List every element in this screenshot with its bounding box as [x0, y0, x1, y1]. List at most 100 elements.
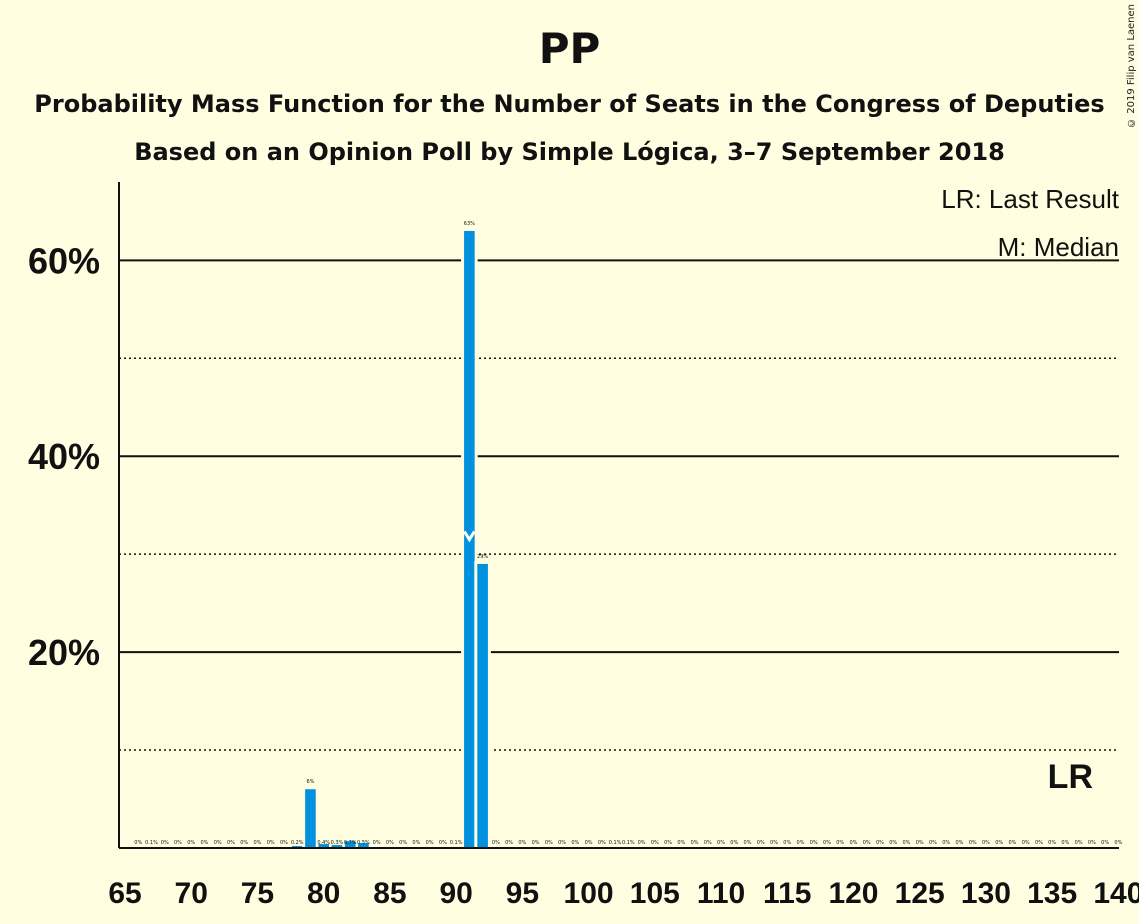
- bars: [146, 227, 634, 848]
- bar-label-98: 0%: [558, 840, 566, 846]
- bar-label-119: 0%: [836, 840, 844, 846]
- last-result-label: LR: [1048, 758, 1093, 796]
- legend-median: M: Median: [997, 232, 1119, 262]
- bar-label-135: 0%: [1048, 840, 1056, 846]
- bar-labels: 0% 0.1% 0% 0% 0% 0% 0% 0% 0% 0% 0% 0% 0.2%6%0.4% 0.3%…: [134, 221, 1122, 846]
- bar-label-140: 0%: [1114, 840, 1122, 846]
- bar-label-104: 0%: [638, 840, 646, 846]
- bar-label-100: 0%: [585, 840, 593, 846]
- chart-subtitle-2: Based on an Opinion Poll by Simple Lógic…: [134, 138, 1005, 166]
- x-tick-label-90: 90: [439, 877, 472, 910]
- bar-label-85: 0%: [386, 840, 394, 846]
- bar-label-71: 0%: [201, 840, 209, 846]
- x-tick-label-110: 110: [697, 877, 745, 910]
- bar-label-129: 0%: [969, 840, 977, 846]
- y-tick-label-20: 20%: [28, 632, 100, 673]
- bar-label-79: 6%: [306, 779, 314, 785]
- y-tick-label-60: 60%: [28, 240, 100, 281]
- bar-label-108: 0%: [691, 840, 699, 846]
- x-tick-label-95: 95: [506, 877, 539, 910]
- bar-label-113: 0%: [757, 840, 765, 846]
- x-tick-label-70: 70: [175, 877, 208, 910]
- bar-80: [318, 844, 329, 848]
- bar-label-83: 0.5%: [357, 840, 370, 846]
- bar-label-84: 0%: [373, 840, 381, 846]
- bar-label-69: 0%: [174, 840, 182, 846]
- y-tick-labels: 20% 40% 60%: [28, 240, 100, 673]
- bar-label-125: 0%: [916, 840, 924, 846]
- bar-label-96: 0%: [532, 840, 540, 846]
- bar-label-74: 0%: [240, 840, 248, 846]
- bar-label-82: 0.7%: [344, 840, 357, 846]
- x-tick-label-120: 120: [828, 877, 878, 910]
- bar-label-92: 29%: [477, 554, 488, 560]
- bar-label-116: 0%: [797, 840, 805, 846]
- bar-label-90: 0.1%: [450, 840, 463, 846]
- bar-label-73: 0%: [227, 840, 235, 846]
- bar-label-93: 0%: [492, 840, 500, 846]
- bar-label-134: 0%: [1035, 840, 1043, 846]
- bar-label-114: 0%: [770, 840, 778, 846]
- x-tick-label-85: 85: [373, 877, 406, 910]
- y-tick-label-40: 40%: [28, 436, 100, 477]
- bar-label-138: 0%: [1088, 840, 1096, 846]
- bar-81: [331, 845, 343, 848]
- bar-label-77: 0%: [280, 840, 288, 846]
- bar-label-72: 0%: [214, 840, 222, 846]
- median-marker: [463, 530, 476, 543]
- chart-subtitle-1: Probability Mass Function for the Number…: [34, 90, 1105, 118]
- bar-label-127: 0%: [942, 840, 950, 846]
- bar-label-133: 0%: [1022, 840, 1030, 846]
- bar-label-136: 0%: [1061, 840, 1069, 846]
- x-tick-label-140: 140: [1093, 877, 1139, 910]
- x-tick-label-130: 130: [961, 877, 1011, 910]
- bar-label-122: 0%: [876, 840, 884, 846]
- bar-label-91: 63%: [464, 221, 475, 227]
- x-tick-label-135: 135: [1027, 877, 1077, 910]
- bar-label-130: 0%: [982, 840, 990, 846]
- bar-label-117: 0%: [810, 840, 818, 846]
- bar-label-80: 0.4%: [317, 840, 330, 846]
- x-tick-label-125: 125: [895, 877, 945, 910]
- bar-82: [344, 841, 356, 848]
- bar-83: [358, 843, 369, 848]
- bar-label-94: 0%: [505, 840, 513, 846]
- x-tick-label-105: 105: [630, 877, 680, 910]
- bar-label-89: 0%: [439, 840, 447, 846]
- bar-label-120: 0%: [850, 840, 858, 846]
- bar-label-137: 0%: [1075, 840, 1083, 846]
- bar-label-115: 0%: [783, 840, 791, 846]
- x-tick-label-115: 115: [763, 877, 811, 910]
- bar-label-110: 0%: [717, 840, 725, 846]
- x-tick-labels: 65 70 75 80 85 90 95 100 105 110 115 120 125 130 135 14…: [108, 877, 1139, 910]
- bar-label-105: 0%: [651, 840, 659, 846]
- x-tick-label-100: 100: [564, 877, 614, 910]
- bar-label-88: 0%: [426, 840, 434, 846]
- markers: LR: [463, 530, 1093, 796]
- bar-label-118: 0%: [823, 840, 831, 846]
- bar-79: [305, 789, 316, 848]
- bar-label-126: 0%: [929, 840, 937, 846]
- bar-label-68: 0%: [161, 840, 169, 846]
- bar-label-87: 0%: [412, 840, 420, 846]
- x-tick-label-80: 80: [307, 877, 340, 910]
- x-tick-label-65: 65: [108, 877, 141, 910]
- grid-lines: [119, 259, 1119, 751]
- bar-label-128: 0%: [955, 840, 963, 846]
- bar-label-131: 0%: [995, 840, 1003, 846]
- axes: [118, 182, 1119, 849]
- bar-label-86: 0%: [399, 840, 407, 846]
- bar-label-121: 0%: [863, 840, 871, 846]
- bar-label-97: 0%: [545, 840, 553, 846]
- bar-label-99: 0%: [571, 840, 579, 846]
- bar-label-111: 0%: [730, 840, 738, 846]
- bar-label-67: 0.1%: [145, 840, 158, 846]
- bar-label-101: 0%: [598, 840, 606, 846]
- bar-label-81: 0.3%: [331, 840, 344, 846]
- bar-label-76: 0%: [267, 840, 275, 846]
- bar-label-70: 0%: [187, 840, 195, 846]
- bar-label-103: 0.1%: [622, 840, 635, 846]
- bar-label-75: 0%: [253, 840, 261, 846]
- bar-label-124: 0%: [902, 840, 910, 846]
